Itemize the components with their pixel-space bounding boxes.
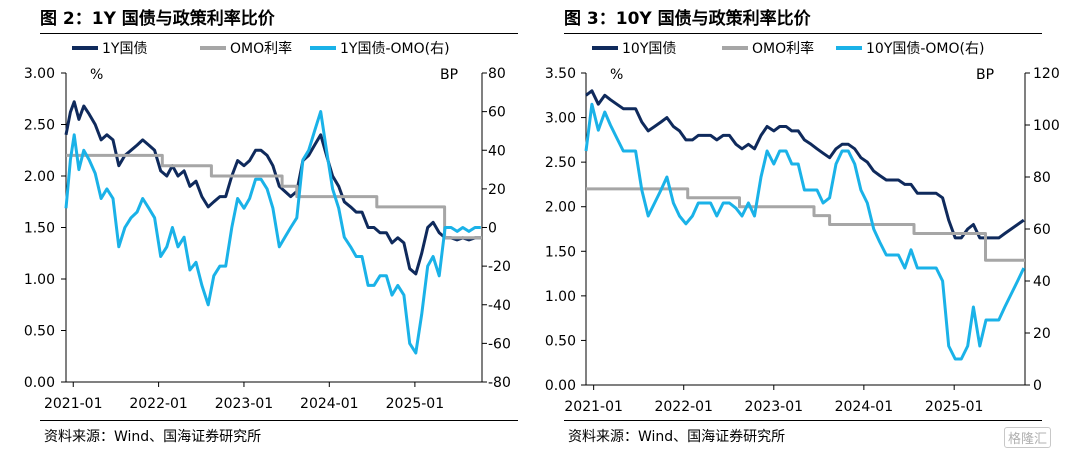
chart-title-10y: 图 3：10Y 国债与政策利率比价 bbox=[564, 9, 811, 29]
y-left-tick-label: 0.00 bbox=[24, 375, 55, 391]
y-right-tick-label: 0 bbox=[1033, 378, 1042, 394]
y-right-tick-label: -20 bbox=[488, 259, 511, 275]
x-tick-label: 2024-01 bbox=[835, 399, 894, 415]
source-rule-10y bbox=[564, 420, 1042, 421]
source-rule-1y bbox=[40, 420, 518, 421]
y-right-tick-label: 40 bbox=[488, 143, 506, 159]
y-left-unit-label: % bbox=[90, 67, 103, 83]
series-line-2 bbox=[584, 102, 1026, 361]
y-left-tick-label: 2.00 bbox=[545, 200, 576, 216]
chart-title-1y: 图 2：1Y 国债与政策利率比价 bbox=[40, 9, 275, 29]
x-tick-label: 2022-01 bbox=[654, 399, 713, 415]
y-right-unit-label: BP bbox=[976, 67, 994, 83]
y-left-tick-label: 2.50 bbox=[24, 118, 55, 134]
y-left-tick-label: 0.50 bbox=[24, 324, 55, 340]
y-left-unit-label: % bbox=[610, 67, 623, 83]
legend-label-1: OMO利率 bbox=[752, 40, 814, 57]
y-right-tick-label: 120 bbox=[1033, 66, 1060, 82]
y-right-tick-label: -60 bbox=[488, 336, 511, 352]
title-rule-10y bbox=[564, 33, 1042, 34]
x-tick-label: 2023-01 bbox=[215, 396, 274, 412]
legend-label-2: 1Y国债-OMO(右) bbox=[340, 41, 450, 57]
y-right-tick-label: 60 bbox=[1033, 222, 1051, 238]
legend-label-0: 1Y国债 bbox=[102, 41, 147, 57]
x-tick-label: 2025-01 bbox=[386, 396, 445, 412]
y-left-tick-label: 3.00 bbox=[24, 66, 55, 82]
y-right-tick-label: 80 bbox=[488, 66, 506, 82]
y-left-tick-label: 1.50 bbox=[24, 221, 55, 237]
x-tick-label: 2025-01 bbox=[925, 399, 984, 415]
y-left-tick-label: 2.50 bbox=[545, 155, 576, 171]
series-line-1 bbox=[66, 153, 482, 240]
y-left-tick-label: 3.00 bbox=[545, 111, 576, 127]
legend-label-0: 10Y国债 bbox=[622, 41, 676, 57]
y-left-tick-label: 1.50 bbox=[545, 244, 576, 260]
x-tick-label: 2021-01 bbox=[564, 399, 623, 415]
y-right-tick-label: 100 bbox=[1033, 118, 1060, 134]
series-line-2 bbox=[64, 110, 481, 355]
y-left-tick-label: 0.00 bbox=[545, 378, 576, 394]
x-tick-label: 2022-01 bbox=[129, 396, 188, 412]
y-right-tick-label: 0 bbox=[488, 221, 497, 237]
series-line-1 bbox=[586, 187, 1025, 262]
y-left-tick-label: 1.00 bbox=[24, 272, 55, 288]
y-right-tick-label: 80 bbox=[1033, 170, 1051, 186]
watermark-logo: 格隆汇 bbox=[1004, 427, 1052, 448]
y-left-tick-label: 1.00 bbox=[545, 289, 576, 305]
legend-label-2: 10Y国债-OMO(右) bbox=[866, 41, 984, 57]
title-rule-1y bbox=[40, 33, 518, 34]
legend-label-1: OMO利率 bbox=[230, 40, 292, 57]
y-right-tick-label: 60 bbox=[488, 105, 506, 121]
y-right-tick-label: -80 bbox=[488, 375, 511, 391]
y-left-tick-label: 0.50 bbox=[545, 333, 576, 349]
y-right-unit-label: BP bbox=[440, 67, 458, 83]
source-note-10y: 资料来源：Wind、国海证券研究所 bbox=[568, 429, 786, 445]
source-note-1y: 资料来源：Wind、国海证券研究所 bbox=[44, 429, 262, 445]
y-left-tick-label: 3.50 bbox=[545, 66, 576, 82]
series-line-0 bbox=[64, 100, 481, 276]
x-tick-label: 2024-01 bbox=[300, 396, 359, 412]
x-tick-label: 2023-01 bbox=[745, 399, 804, 415]
x-tick-label: 2021-01 bbox=[44, 396, 103, 412]
y-left-tick-label: 2.00 bbox=[24, 169, 55, 185]
y-right-tick-label: 20 bbox=[1033, 326, 1051, 342]
y-right-tick-label: 20 bbox=[488, 182, 506, 198]
series-line-0 bbox=[585, 89, 1025, 240]
y-right-tick-label: 40 bbox=[1033, 274, 1051, 290]
y-right-tick-label: -40 bbox=[488, 298, 511, 314]
